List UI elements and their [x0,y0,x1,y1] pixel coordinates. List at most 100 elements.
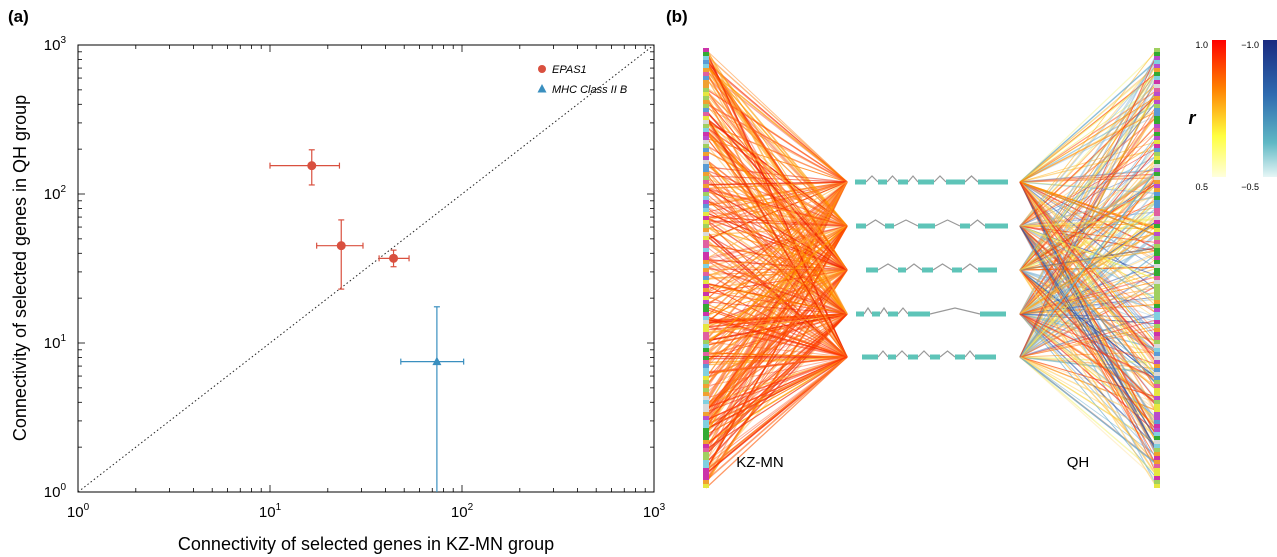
correlation-edge [1019,225,1158,281]
gene-cell [1154,428,1160,432]
gene-cell [703,396,709,400]
exon-block [898,267,906,273]
gene-cell [703,356,709,360]
correlation-edge [1019,269,1158,432]
data-point [269,149,341,186]
correlation-edge [705,54,848,183]
correlation-edge [1019,313,1158,318]
gene-cell [1154,444,1160,448]
gene-cell [1154,248,1160,252]
gene-cell [703,240,709,244]
correlation-edge [705,192,848,315]
gene-cell [1154,332,1160,336]
gene-cell [1154,340,1160,344]
correlation-edge [705,269,848,363]
gene-cell [1154,148,1160,152]
correlation-edge [705,313,848,357]
gene-cell [1154,192,1160,196]
correlation-edge [705,225,848,315]
gene-cell [1154,88,1160,92]
intron-line [877,263,899,271]
correlation-edge [1019,131,1158,227]
gene-cell [703,236,709,240]
legend-entry-label: MHC Class II B [552,84,627,96]
correlation-edge [1019,356,1158,481]
correlation-edge [705,110,848,271]
correlation-edge [1019,225,1158,315]
correlation-edge [705,175,848,183]
gene-cell [1154,356,1160,360]
correlation-edge [705,225,848,381]
correlation-edge [1019,71,1158,315]
gene-cell [703,64,709,68]
gene-cell [703,248,709,252]
correlation-edge [1019,356,1158,465]
legend: EPAS1 MHC Class II B [537,64,627,96]
exon-block [888,311,898,317]
gene-cell [703,252,709,256]
exon-block [980,311,1006,317]
gene-cell [1154,128,1160,132]
gene-cell [703,384,709,388]
x-tick-label: 102 [451,502,474,521]
correlation-edge [705,269,848,316]
gene-cell [1154,60,1160,64]
gene-cell [703,212,709,216]
intron-line [897,307,909,315]
gene-cell [1154,160,1160,164]
gene-cell [1154,460,1160,464]
y-tick-label: 101 [44,333,67,352]
gene-cell [1154,116,1160,120]
correlation-edge [1019,172,1158,271]
gene-cell [1154,480,1160,484]
gene-cell [1154,368,1160,372]
correlation-edge [1019,64,1158,183]
correlation-edge [1019,90,1158,271]
correlation-edges [705,47,1158,489]
right-group-label: QH [1067,454,1090,471]
correlation-edge [1019,269,1158,310]
gene-cell [1154,92,1160,96]
correlation-edge [705,313,848,447]
gene-cell [1154,76,1160,80]
panel-a-scatter: 100 101 102 103 100 101 102 103 Connectivity of… [10,35,666,554]
correlation-edge [705,169,848,315]
gene-cell [1154,168,1160,172]
correlation-edge [1019,64,1158,227]
gene-cell [1154,404,1160,408]
gene-cell [703,288,709,292]
correlation-edge [1019,199,1158,315]
correlation-edge [705,181,848,241]
correlation-edge [1019,51,1158,183]
gene-cell [1154,152,1160,156]
gene-cell [703,436,709,440]
legend-triangle-marker [537,84,547,93]
correlation-edge [1019,356,1158,364]
gene-cell [703,476,709,480]
gene-cell [1154,204,1160,208]
correlation-edge [705,150,848,227]
intron-line [964,350,976,358]
gene-cell [703,196,709,200]
correlation-edge [705,181,848,226]
correlation-edge [705,225,848,294]
tick-labels: 100 101 102 103 100 101 102 103 [44,35,666,521]
gene-cell [1154,420,1160,424]
correlation-edge [705,78,848,227]
gene-cell [703,104,709,108]
correlation-edge [705,269,848,354]
correlation-edge [705,272,848,358]
correlation-edge [1019,313,1158,355]
correlation-edge [705,96,848,358]
gene-cell [703,372,709,376]
gene-cell [703,360,709,364]
gene-cell [1154,52,1160,56]
gene-cell [703,88,709,92]
gene-cell [1154,264,1160,268]
gene-cell [1154,476,1160,480]
correlation-edge [1019,48,1158,227]
gene-cell [703,164,709,168]
correlation-edge [705,265,848,358]
gene-cell [1154,72,1160,76]
exon-block [985,223,1008,229]
